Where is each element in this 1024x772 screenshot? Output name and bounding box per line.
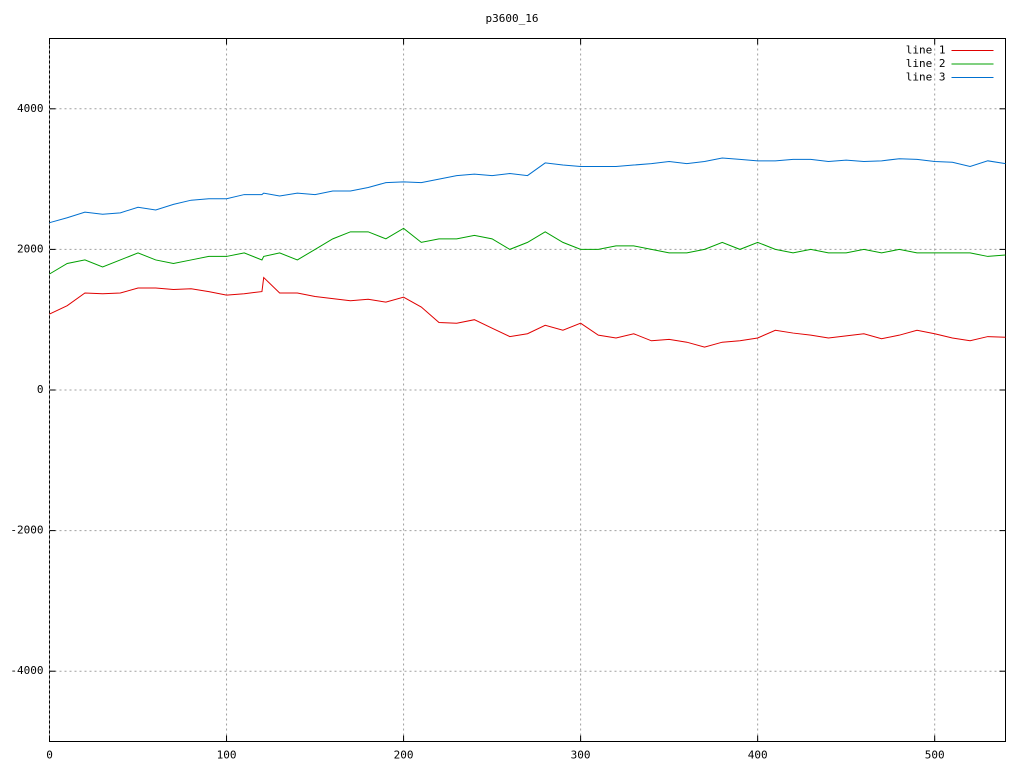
plot-frame xyxy=(49,38,1006,742)
legend-label: line 3 xyxy=(906,71,946,84)
x-tick-label: 0 xyxy=(46,749,53,762)
legend-label: line 2 xyxy=(906,57,946,70)
y-tick-label: 0 xyxy=(37,383,44,396)
chart-title: p3600_16 xyxy=(486,12,539,25)
data-line xyxy=(49,157,1006,224)
y-tick-label: 2000 xyxy=(17,242,44,255)
x-tick-label: 400 xyxy=(748,749,768,762)
data-line xyxy=(49,276,1006,348)
x-tick-label: 500 xyxy=(925,749,945,762)
y-tick-label: 4000 xyxy=(17,102,44,115)
legend-label: line 1 xyxy=(906,44,946,57)
data-line xyxy=(49,227,1006,275)
x-tick-label: 300 xyxy=(571,749,591,762)
x-tick-label: 200 xyxy=(394,749,414,762)
y-tick-label: -2000 xyxy=(10,524,43,537)
x-tick-label: 100 xyxy=(217,749,237,762)
y-tick-label: -4000 xyxy=(10,664,43,677)
